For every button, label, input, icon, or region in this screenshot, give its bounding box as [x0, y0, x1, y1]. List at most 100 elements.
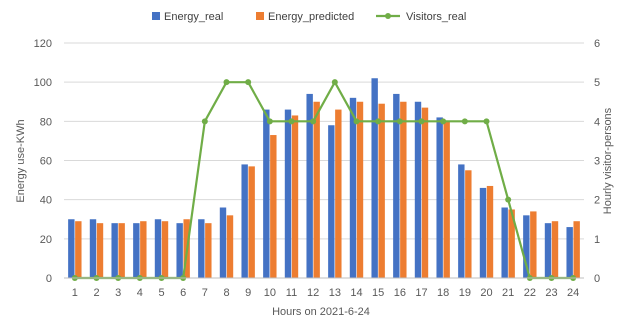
- y2-tick-label: 0: [594, 273, 600, 285]
- bar-energy-predicted: [270, 135, 277, 278]
- bar-energy-real: [371, 78, 378, 278]
- bar-energy-real: [241, 164, 248, 278]
- bar-energy-predicted: [335, 109, 342, 278]
- x-tick-label: 15: [372, 287, 384, 299]
- x-tick-label: 14: [350, 287, 362, 299]
- bar-energy-predicted: [378, 103, 385, 278]
- x-tick-label: 7: [202, 287, 208, 299]
- bar-energy-real: [68, 219, 75, 278]
- bar-energy-real: [458, 164, 465, 278]
- x-tick-label: 22: [524, 287, 536, 299]
- point-visitors-real: [505, 196, 512, 203]
- x-tick-label: 18: [437, 287, 449, 299]
- x-tick-label: 8: [223, 287, 229, 299]
- y2-tick-label: 6: [594, 38, 600, 50]
- y2-tick-label: 3: [594, 156, 600, 168]
- gridlines: [64, 42, 584, 240]
- bar-energy-real: [479, 187, 487, 278]
- y2-tick-label: 1: [594, 234, 600, 246]
- x-tick-label: 19: [459, 287, 471, 299]
- legend-energy-real-label: Energy_real: [164, 11, 223, 23]
- y-tick-label: 80: [40, 116, 52, 128]
- bar-energy-predicted: [486, 185, 494, 278]
- bar-energy-real: [393, 93, 400, 279]
- point-visitors-real: [353, 118, 360, 125]
- bar-energy-predicted: [530, 211, 537, 278]
- legend-visitors-real-marker: [385, 13, 391, 19]
- bar-energy-predicted: [205, 223, 212, 278]
- bar-energy-predicted: [313, 101, 320, 278]
- bar-energy-real: [414, 101, 422, 278]
- point-visitors-real: [418, 118, 425, 125]
- bar-energy-predicted: [443, 121, 450, 278]
- bar-energy-real: [349, 97, 357, 278]
- x-tick-label: 13: [329, 287, 341, 299]
- y2-axis-title: Hourly visitor-persons: [602, 107, 614, 214]
- legend-energy-predicted-label: Energy_predicted: [268, 11, 354, 23]
- y-tick-label: 100: [34, 77, 52, 89]
- x-tick-label: 10: [264, 287, 276, 299]
- point-visitors-real: [223, 79, 230, 86]
- point-visitors-real: [396, 118, 403, 125]
- visitors-line: [71, 79, 577, 281]
- bar-energy-real: [154, 219, 162, 278]
- bar-energy-predicted: [75, 221, 82, 278]
- y-tick-label: 0: [46, 273, 52, 285]
- bar-energy-predicted: [400, 101, 407, 278]
- point-visitors-real: [483, 118, 490, 125]
- bar-energy-real: [328, 125, 335, 278]
- legend: Energy_real Energy_predicted Visitors_real: [152, 11, 466, 23]
- x-tick-label: 6: [180, 287, 186, 299]
- x-tick-label: 5: [158, 287, 164, 299]
- bar-energy-predicted: [291, 115, 299, 278]
- bar-energy-real: [306, 93, 313, 279]
- legend-energy-real-swatch: [152, 12, 160, 20]
- x-tick-label: 9: [245, 287, 251, 299]
- point-visitors-real: [245, 79, 252, 86]
- bar-energy-predicted: [226, 215, 234, 278]
- y-tick-label: 120: [34, 38, 52, 50]
- bar-energy-predicted: [573, 221, 580, 278]
- x-tick-label: 16: [394, 287, 406, 299]
- bar-energy-real: [544, 223, 552, 278]
- x-tick-label: 2: [93, 287, 99, 299]
- bar-energy-real: [89, 219, 97, 278]
- y2-tick-label: 5: [594, 77, 600, 89]
- point-visitors-real: [440, 118, 447, 125]
- bars: [68, 78, 580, 279]
- y-tick-label: 20: [40, 234, 52, 246]
- x-tick-label: 23: [545, 287, 557, 299]
- bar-energy-predicted: [118, 223, 125, 278]
- bar-energy-predicted: [465, 170, 472, 278]
- bar-energy-predicted: [96, 223, 104, 278]
- y-axis-title: Energy use-KWh: [15, 119, 27, 202]
- x-tick-label: 1: [72, 287, 78, 299]
- point-visitors-real: [201, 118, 208, 125]
- bar-energy-real: [263, 109, 270, 278]
- x-tick-label: 21: [502, 287, 514, 299]
- bar-energy-predicted: [356, 101, 364, 278]
- bar-energy-real: [566, 227, 573, 278]
- bar-energy-predicted: [140, 221, 147, 278]
- bar-energy-real: [284, 109, 292, 278]
- x-tick-label: 24: [567, 287, 579, 299]
- bar-energy-real: [111, 223, 118, 278]
- y2-tick-label: 4: [594, 116, 600, 128]
- point-visitors-real: [331, 79, 338, 86]
- x-tick-label: 3: [115, 287, 121, 299]
- point-visitors-real: [375, 118, 382, 125]
- bar-energy-predicted: [551, 221, 559, 278]
- point-visitors-real: [310, 118, 317, 125]
- bar-energy-predicted: [248, 166, 255, 278]
- bar-energy-real: [133, 223, 140, 278]
- bar-energy-real: [523, 215, 530, 278]
- bar-energy-real: [198, 219, 205, 278]
- y2-tick-label: 2: [594, 195, 600, 207]
- bar-energy-real: [176, 223, 183, 278]
- legend-energy-predicted-swatch: [256, 12, 264, 20]
- x-tick-label: 20: [480, 287, 492, 299]
- bar-energy-real: [219, 207, 227, 278]
- x-axis-title: Hours on 2021-6-24: [272, 306, 370, 318]
